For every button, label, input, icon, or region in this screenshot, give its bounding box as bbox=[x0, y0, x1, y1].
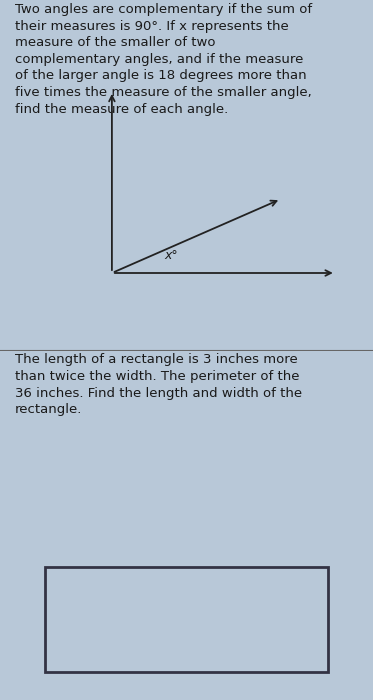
Text: The length of a rectangle is 3 inches more
than twice the width. The perimeter o: The length of a rectangle is 3 inches mo… bbox=[15, 354, 302, 416]
Bar bbox=[45, 567, 328, 672]
Text: Two angles are complementary if the sum of
their measures is 90°. If x represent: Two angles are complementary if the sum … bbox=[15, 4, 312, 116]
Text: x°: x° bbox=[164, 249, 178, 262]
